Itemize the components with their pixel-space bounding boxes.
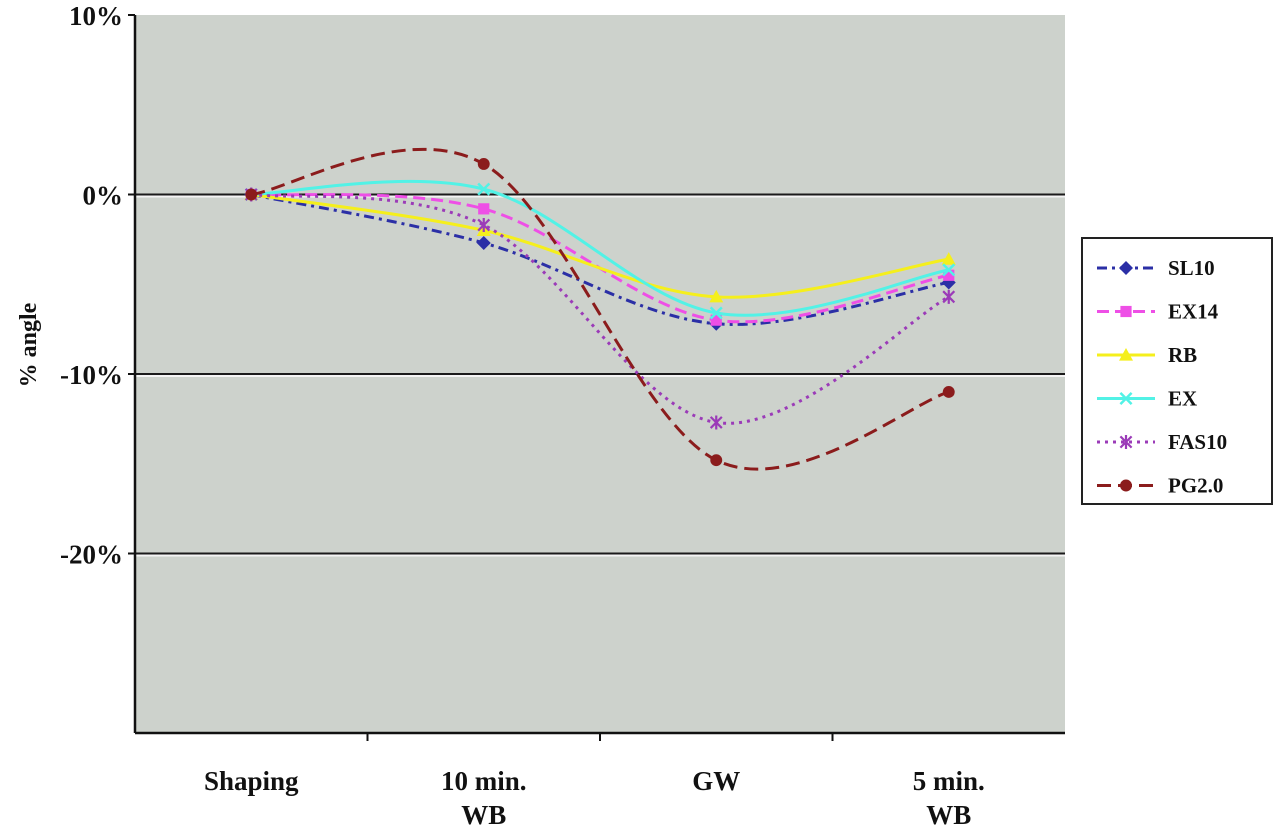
series-line — [251, 179, 950, 317]
data-point — [709, 289, 724, 303]
x-tick-label: GW — [692, 766, 740, 796]
data-point — [709, 306, 723, 320]
data-point — [710, 454, 723, 467]
x-tick-label: 10 min. WB — [441, 766, 527, 830]
series-line — [250, 193, 950, 326]
legend-marker — [1119, 392, 1133, 405]
legend-box — [1081, 237, 1273, 505]
legend-marker — [1119, 435, 1133, 449]
data-point — [245, 188, 258, 201]
legend-entry: SL10 — [1097, 256, 1215, 280]
legend-label: EX14 — [1168, 300, 1219, 324]
legend-entry: EX14 — [1097, 300, 1219, 324]
axes — [128, 14, 1065, 741]
x-tick-label: 5 min. WB — [913, 766, 985, 830]
series-pg2-0 — [245, 147, 955, 471]
legend-marker — [1119, 261, 1133, 275]
y-tick-label: -20% — [60, 540, 123, 570]
data-point — [941, 252, 956, 265]
data-point — [477, 182, 491, 196]
legend-marker — [1120, 479, 1132, 492]
y-tick-label: -10% — [60, 360, 123, 390]
legend-label: SL10 — [1168, 256, 1215, 280]
series-fas10 — [244, 187, 956, 430]
legend-label: PG2.0 — [1168, 474, 1223, 498]
data-point — [709, 415, 723, 430]
data-point — [942, 386, 955, 398]
legend-label: EX — [1168, 387, 1197, 411]
data-point — [710, 314, 722, 326]
legend-label: RB — [1168, 343, 1197, 367]
y-tick-label: 10% — [69, 1, 123, 31]
data-point — [477, 158, 490, 170]
y-tick-label: 0% — [83, 181, 124, 211]
legend-entry: PG2.0 — [1097, 474, 1223, 498]
legend-entry: FAS10 — [1097, 430, 1227, 454]
data-point — [477, 218, 491, 233]
data-point — [478, 203, 490, 215]
legend-marker — [1120, 305, 1132, 318]
y-axis-title: % angle — [16, 302, 42, 387]
legend-entry: RB — [1097, 343, 1197, 367]
legend-marker — [1119, 348, 1133, 361]
series-line — [251, 193, 949, 299]
x-tick-labels: Shaping 10 min. WB GW 5 min. WB — [204, 766, 985, 830]
data-point — [942, 263, 956, 277]
legend-label: FAS10 — [1168, 430, 1227, 454]
data-point — [942, 289, 956, 304]
legend-entry: EX — [1097, 387, 1197, 411]
series-layer — [244, 147, 956, 471]
series-line — [251, 193, 950, 425]
legend: SL10 EX14 RB EX FAS10 PG2.0 — [1081, 237, 1273, 505]
data-point — [943, 269, 955, 281]
data-point — [476, 235, 491, 250]
x-tick-label: Shaping — [204, 766, 299, 796]
y-tick-labels: 10% 0% -10% -20% — [60, 1, 123, 570]
series-line — [251, 147, 950, 471]
